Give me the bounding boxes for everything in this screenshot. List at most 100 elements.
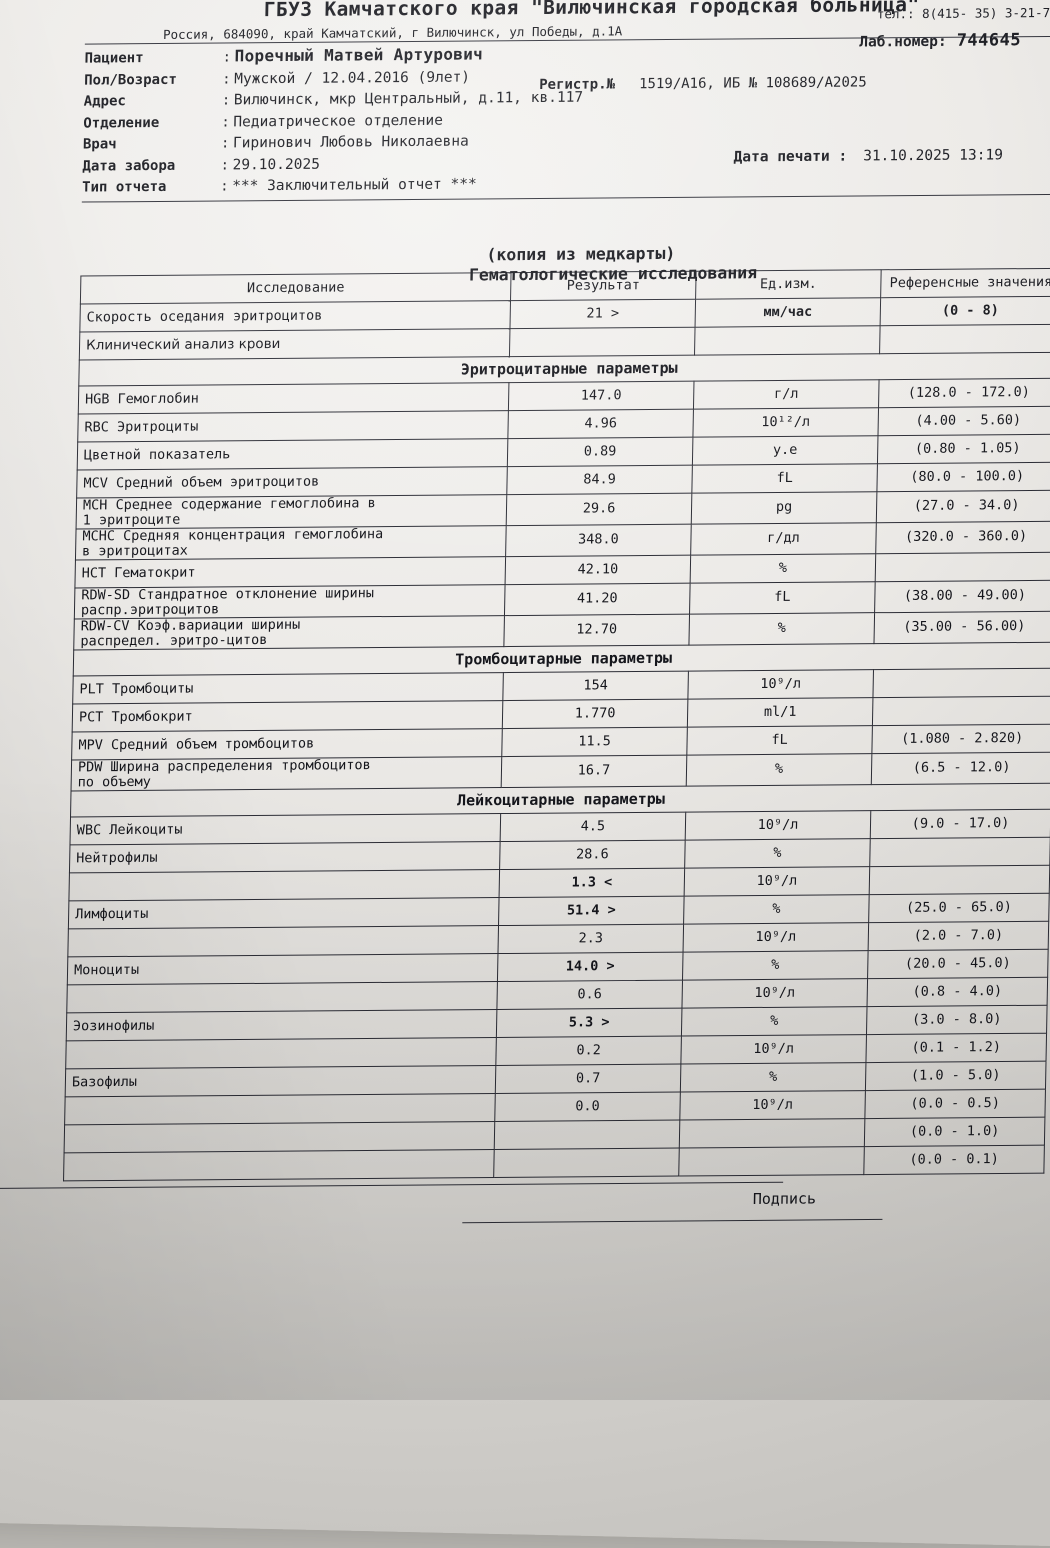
results-table-body: Исследование Результат Ед.изм. Референсные … xyxy=(63,267,1050,1181)
test-reference xyxy=(872,695,1050,726)
test-name: RDW-CV Коэф.вариации ширины распредел. эр… xyxy=(73,615,505,650)
test-unit: % xyxy=(690,553,876,583)
panel-unit xyxy=(694,325,881,355)
test-result xyxy=(493,1147,680,1177)
print-date-value: 31.10.2025 13:19 xyxy=(863,147,1004,165)
test-name: RBC Эритроциты xyxy=(77,410,509,442)
results-table: Исследование Результат Ед.изм. Референсные … xyxy=(63,267,1050,1181)
lab-number-value: 744645 xyxy=(956,30,1022,51)
lab-number-label: Лаб.номер: xyxy=(859,33,947,51)
info-label: Дата забора xyxy=(82,157,176,175)
test-result: 41.20 xyxy=(504,582,691,616)
test-reference: (0 - 8) xyxy=(880,295,1050,326)
test-name xyxy=(66,981,498,1013)
test-result: 51.4 > xyxy=(498,895,685,926)
test-reference: (20.0 - 45.0) xyxy=(867,948,1049,979)
test-name: WBC Лейкоциты xyxy=(69,813,501,845)
test-result: 12.70 xyxy=(503,613,690,647)
test-name xyxy=(68,869,500,901)
info-colon: : xyxy=(219,178,229,195)
test-unit: % xyxy=(684,838,871,868)
test-unit: 10⁹/л xyxy=(683,922,869,952)
print-date-label: Дата печати : xyxy=(733,148,848,166)
print-date: Дата печати : 31.10.2025 13:19 xyxy=(733,147,1003,165)
test-reference xyxy=(875,551,1050,582)
info-value-doctor: Гиринович Любовь Николаевна xyxy=(232,133,469,152)
test-unit xyxy=(678,1146,865,1176)
test-reference: (80.0 - 100.0) xyxy=(876,461,1050,492)
test-name: MCHC Средняя концентрация гемоглобина в э… xyxy=(75,525,507,560)
test-result: 0.2 xyxy=(495,1035,682,1066)
test-name: PCT Тромбокрит xyxy=(72,700,503,732)
test-unit: pg xyxy=(691,491,877,524)
test-result: 348.0 xyxy=(505,523,692,557)
registry-label: Регистр.№ xyxy=(539,76,616,93)
test-reference: (25.0 - 65.0) xyxy=(868,892,1050,923)
test-name: Лимфоциты xyxy=(68,897,500,929)
test-reference: (4.00 - 5.60) xyxy=(877,405,1050,436)
info-label: Пол/Возраст xyxy=(84,71,178,89)
test-result: 4.96 xyxy=(507,408,694,439)
test-result: 21 > xyxy=(509,298,696,329)
test-unit: мм/час xyxy=(695,297,881,327)
info-label: Пациент xyxy=(84,50,144,67)
signature-area: Подпись xyxy=(0,1173,1043,1241)
test-name: MCV Средний объем эритроцитов xyxy=(76,466,508,498)
info-colon: : xyxy=(222,49,232,66)
test-result: 2.3 xyxy=(497,923,684,954)
phone-number: тел.: 8(415- 35) 3-21-75 xyxy=(876,4,1050,22)
test-name: Цветной показатель xyxy=(77,438,508,470)
test-result: 4.5 xyxy=(500,811,686,842)
test-name: Моноциты xyxy=(67,953,498,985)
signature-rule-bottom xyxy=(462,1218,883,1223)
test-unit: % xyxy=(688,612,875,645)
test-name xyxy=(65,1037,497,1069)
info-label: Тип отчета xyxy=(81,178,167,196)
test-unit: 10⁹/л xyxy=(679,1090,866,1120)
test-result: 16.7 xyxy=(501,754,687,788)
test-unit: % xyxy=(682,950,869,980)
panel-name: Клинический анализ крови xyxy=(79,328,510,360)
test-unit: г/л xyxy=(693,379,880,409)
test-name: Эозинофилы xyxy=(66,1009,497,1041)
test-reference: (0.8 - 4.0) xyxy=(867,976,1048,1007)
test-reference: (128.0 - 172.0) xyxy=(878,377,1050,408)
test-result: 29.6 xyxy=(506,492,692,526)
test-name xyxy=(67,925,499,957)
test-unit: 10¹²/л xyxy=(692,407,879,437)
test-name: MPV Средний объем тромбоцитов xyxy=(71,728,503,760)
info-colon: : xyxy=(220,135,230,152)
test-name xyxy=(64,1121,495,1153)
test-result: 28.6 xyxy=(499,839,686,870)
info-value-report-type: *** Заключительный отчет *** xyxy=(232,176,477,195)
test-result: 11.5 xyxy=(501,726,688,757)
test-unit xyxy=(679,1118,865,1148)
info-colon: : xyxy=(221,113,230,130)
test-result: 1.3 < xyxy=(499,867,685,898)
info-value-address: Вилючинск, мкр Центральный, д.11, кв.117 xyxy=(233,89,584,109)
registry-number: Регистр.№ 1519/А16, ИБ № 108689/А2025 xyxy=(539,74,867,93)
test-reference: (3.0 - 8.0) xyxy=(866,1004,1048,1035)
test-result: 147.0 xyxy=(508,380,695,411)
test-reference: (0.0 - 0.1) xyxy=(863,1144,1045,1175)
registry-value: 1519/А16, ИБ № 108689/А2025 xyxy=(638,74,867,93)
test-unit: ml/1 xyxy=(687,697,873,727)
test-result: 154 xyxy=(502,670,689,701)
patient-info-block: тел.: 8(415- 35) 3-21-75 Лаб.номер: 74464… xyxy=(81,5,1050,203)
test-reference: (0.0 - 0.5) xyxy=(864,1088,1046,1119)
test-unit: г/дл xyxy=(690,522,877,555)
test-unit: % xyxy=(681,1006,868,1036)
test-unit: fL xyxy=(689,581,876,614)
test-name: PDW Ширина распределения тромбоцитов по о… xyxy=(71,756,502,791)
test-result: 0.0 xyxy=(494,1091,681,1122)
test-reference xyxy=(869,836,1050,867)
info-value-collection-date: 29.10.2025 xyxy=(232,156,321,173)
test-result: 84.9 xyxy=(506,464,693,495)
test-name: HGB Гемоглобин xyxy=(78,382,509,414)
test-reference: (0.0 - 1.0) xyxy=(864,1116,1045,1147)
test-unit: % xyxy=(680,1062,866,1092)
test-reference: (38.00 - 49.00) xyxy=(874,579,1050,613)
lab-number: Лаб.номер: 744645 xyxy=(859,30,1021,51)
info-colon: : xyxy=(220,156,230,173)
